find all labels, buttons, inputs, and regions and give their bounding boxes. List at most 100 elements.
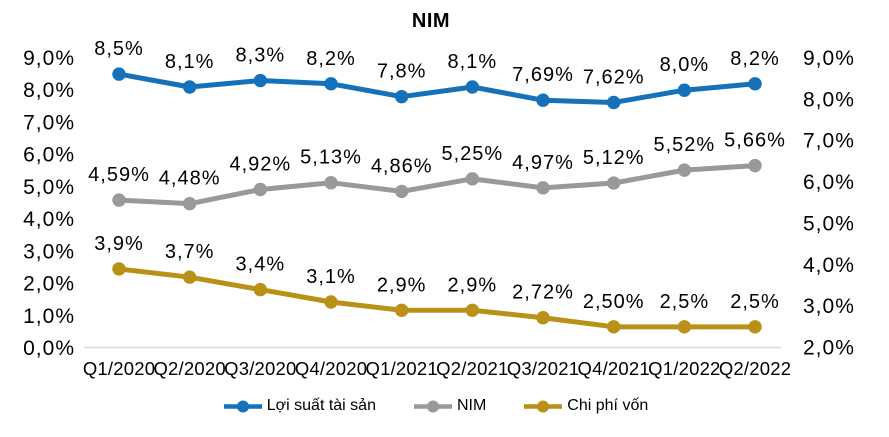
data-point <box>748 77 762 91</box>
data-point-label: 5,66% <box>724 130 786 152</box>
legend-label: NIM <box>456 397 487 414</box>
legend-item-chi-phi-von: Chi phí vốn <box>522 397 648 415</box>
data-point <box>324 77 338 91</box>
right-axis-tick-label: 6,0% <box>803 171 855 194</box>
right-axis-tick-label: 4,0% <box>803 254 855 277</box>
right-axis-tick-label: 7,0% <box>803 130 855 153</box>
data-point-label: 7,62% <box>583 66 645 88</box>
data-point <box>677 320 692 334</box>
data-point <box>748 320 762 334</box>
left-axis-tick-label: 2,0% <box>23 273 75 296</box>
right-axis-tick-label: 5,0% <box>803 212 855 235</box>
x-axis-label: Q3/2021 <box>507 358 579 379</box>
data-point-label: 2,5% <box>730 291 780 313</box>
left-axis-tick-label: 6,0% <box>23 144 75 167</box>
x-axis-label: Q1/2021 <box>365 358 437 379</box>
data-point <box>112 67 126 81</box>
data-point <box>536 93 550 107</box>
data-point-label: 8,2% <box>306 48 356 70</box>
data-point <box>182 80 197 94</box>
left-axis-tick-label: 7,0% <box>23 111 75 134</box>
data-point <box>677 83 692 97</box>
data-point-label: 3,4% <box>236 254 286 276</box>
data-point <box>394 303 409 317</box>
data-point-label: 2,9% <box>377 274 427 296</box>
x-axis-label: Q2/2022 <box>719 358 791 379</box>
data-point-label: 8,1% <box>165 51 215 73</box>
data-point-label: 4,97% <box>512 152 574 174</box>
legend-item-nim: NIM <box>412 397 486 415</box>
data-point-label: 5,52% <box>654 134 716 156</box>
data-point-label: 2,9% <box>448 274 498 296</box>
x-axis-label: Q4/2020 <box>295 358 367 379</box>
data-point-label: 8,3% <box>236 45 286 67</box>
left-axis-tick-label: 0,0% <box>23 337 75 360</box>
chart-title: NIM <box>411 10 451 32</box>
data-point <box>394 184 409 199</box>
data-point <box>606 176 621 190</box>
left-axis-tick-label: 9,0% <box>23 47 75 70</box>
data-point-label: 4,48% <box>159 168 221 190</box>
data-point-label: 7,69% <box>512 64 574 86</box>
data-point-label: 5,25% <box>441 143 503 165</box>
data-point-label: 4,92% <box>229 153 291 175</box>
series-line <box>116 266 758 330</box>
data-point-label: 2,5% <box>660 291 710 313</box>
data-point <box>324 176 338 190</box>
data-point <box>536 311 550 325</box>
right-axis-tick-label: 9,0% <box>803 47 855 70</box>
legend-label: Chi phí vốn <box>567 397 649 414</box>
data-point-label: 4,59% <box>88 164 150 186</box>
data-point <box>748 158 762 173</box>
data-point-label: 4,86% <box>371 155 433 177</box>
data-point <box>253 182 268 197</box>
data-point <box>112 262 126 276</box>
data-point <box>253 282 268 297</box>
left-axis-tick-label: 3,0% <box>23 240 75 263</box>
x-axis-label: Q1/2020 <box>83 358 155 379</box>
right-axis-tick-label: 3,0% <box>803 295 855 318</box>
data-point <box>324 295 338 309</box>
data-point <box>112 193 126 207</box>
left-axis-tick-label: 5,0% <box>23 176 75 199</box>
nim-line-chart: 0,0% 1,0% 2,0% 3,0% 4,0% 5,0% 6,0% 7,0% 8,0% 9,0%… <box>23 38 855 379</box>
data-point-label: 5,12% <box>583 147 645 169</box>
line-series-marker-icon <box>524 400 563 412</box>
data-point <box>465 303 480 317</box>
data-point-label: 3,9% <box>94 233 144 255</box>
data-point-label: 5,13% <box>300 147 362 169</box>
x-axis-label: Q2/2020 <box>153 358 225 379</box>
series-line <box>116 71 758 105</box>
x-axis-label: Q2/2021 <box>436 358 508 379</box>
data-point <box>465 80 480 94</box>
series-line <box>116 163 758 207</box>
chart-legend: Lợi suất tài sản NIM Chi phí vốn <box>0 397 870 415</box>
data-point <box>253 73 268 88</box>
data-point-label: 3,1% <box>306 266 356 288</box>
data-point <box>536 181 550 195</box>
data-point <box>606 95 621 110</box>
x-axis-label: Q1/2022 <box>648 358 720 379</box>
data-point-label: 3,7% <box>165 241 215 263</box>
data-point <box>465 172 480 186</box>
legend-label: Lợi suất tài sản <box>266 397 376 414</box>
data-point <box>606 320 621 334</box>
data-point-label: 2,72% <box>512 282 574 304</box>
legend-item-loi-suat-tai-san: Lợi suất tài sản <box>222 397 376 415</box>
data-point-label: 8,2% <box>730 48 780 70</box>
line-series-marker-icon <box>223 400 262 412</box>
data-point <box>182 196 197 211</box>
x-axis-label: Q4/2021 <box>578 358 650 379</box>
data-point <box>394 89 409 104</box>
line-series-marker-icon <box>413 400 452 412</box>
left-axis-tick-label: 4,0% <box>23 208 75 231</box>
data-point-label: 7,8% <box>377 61 427 83</box>
data-point-label: 8,0% <box>660 54 710 76</box>
x-axis-label: Q3/2020 <box>224 358 296 379</box>
data-point <box>182 270 197 284</box>
right-axis-tick-label: 2,0% <box>803 337 855 360</box>
data-point-label: 8,1% <box>448 51 498 73</box>
data-point <box>677 163 692 177</box>
data-point-label: 8,5% <box>94 38 144 60</box>
left-axis-tick-label: 8,0% <box>23 79 75 102</box>
